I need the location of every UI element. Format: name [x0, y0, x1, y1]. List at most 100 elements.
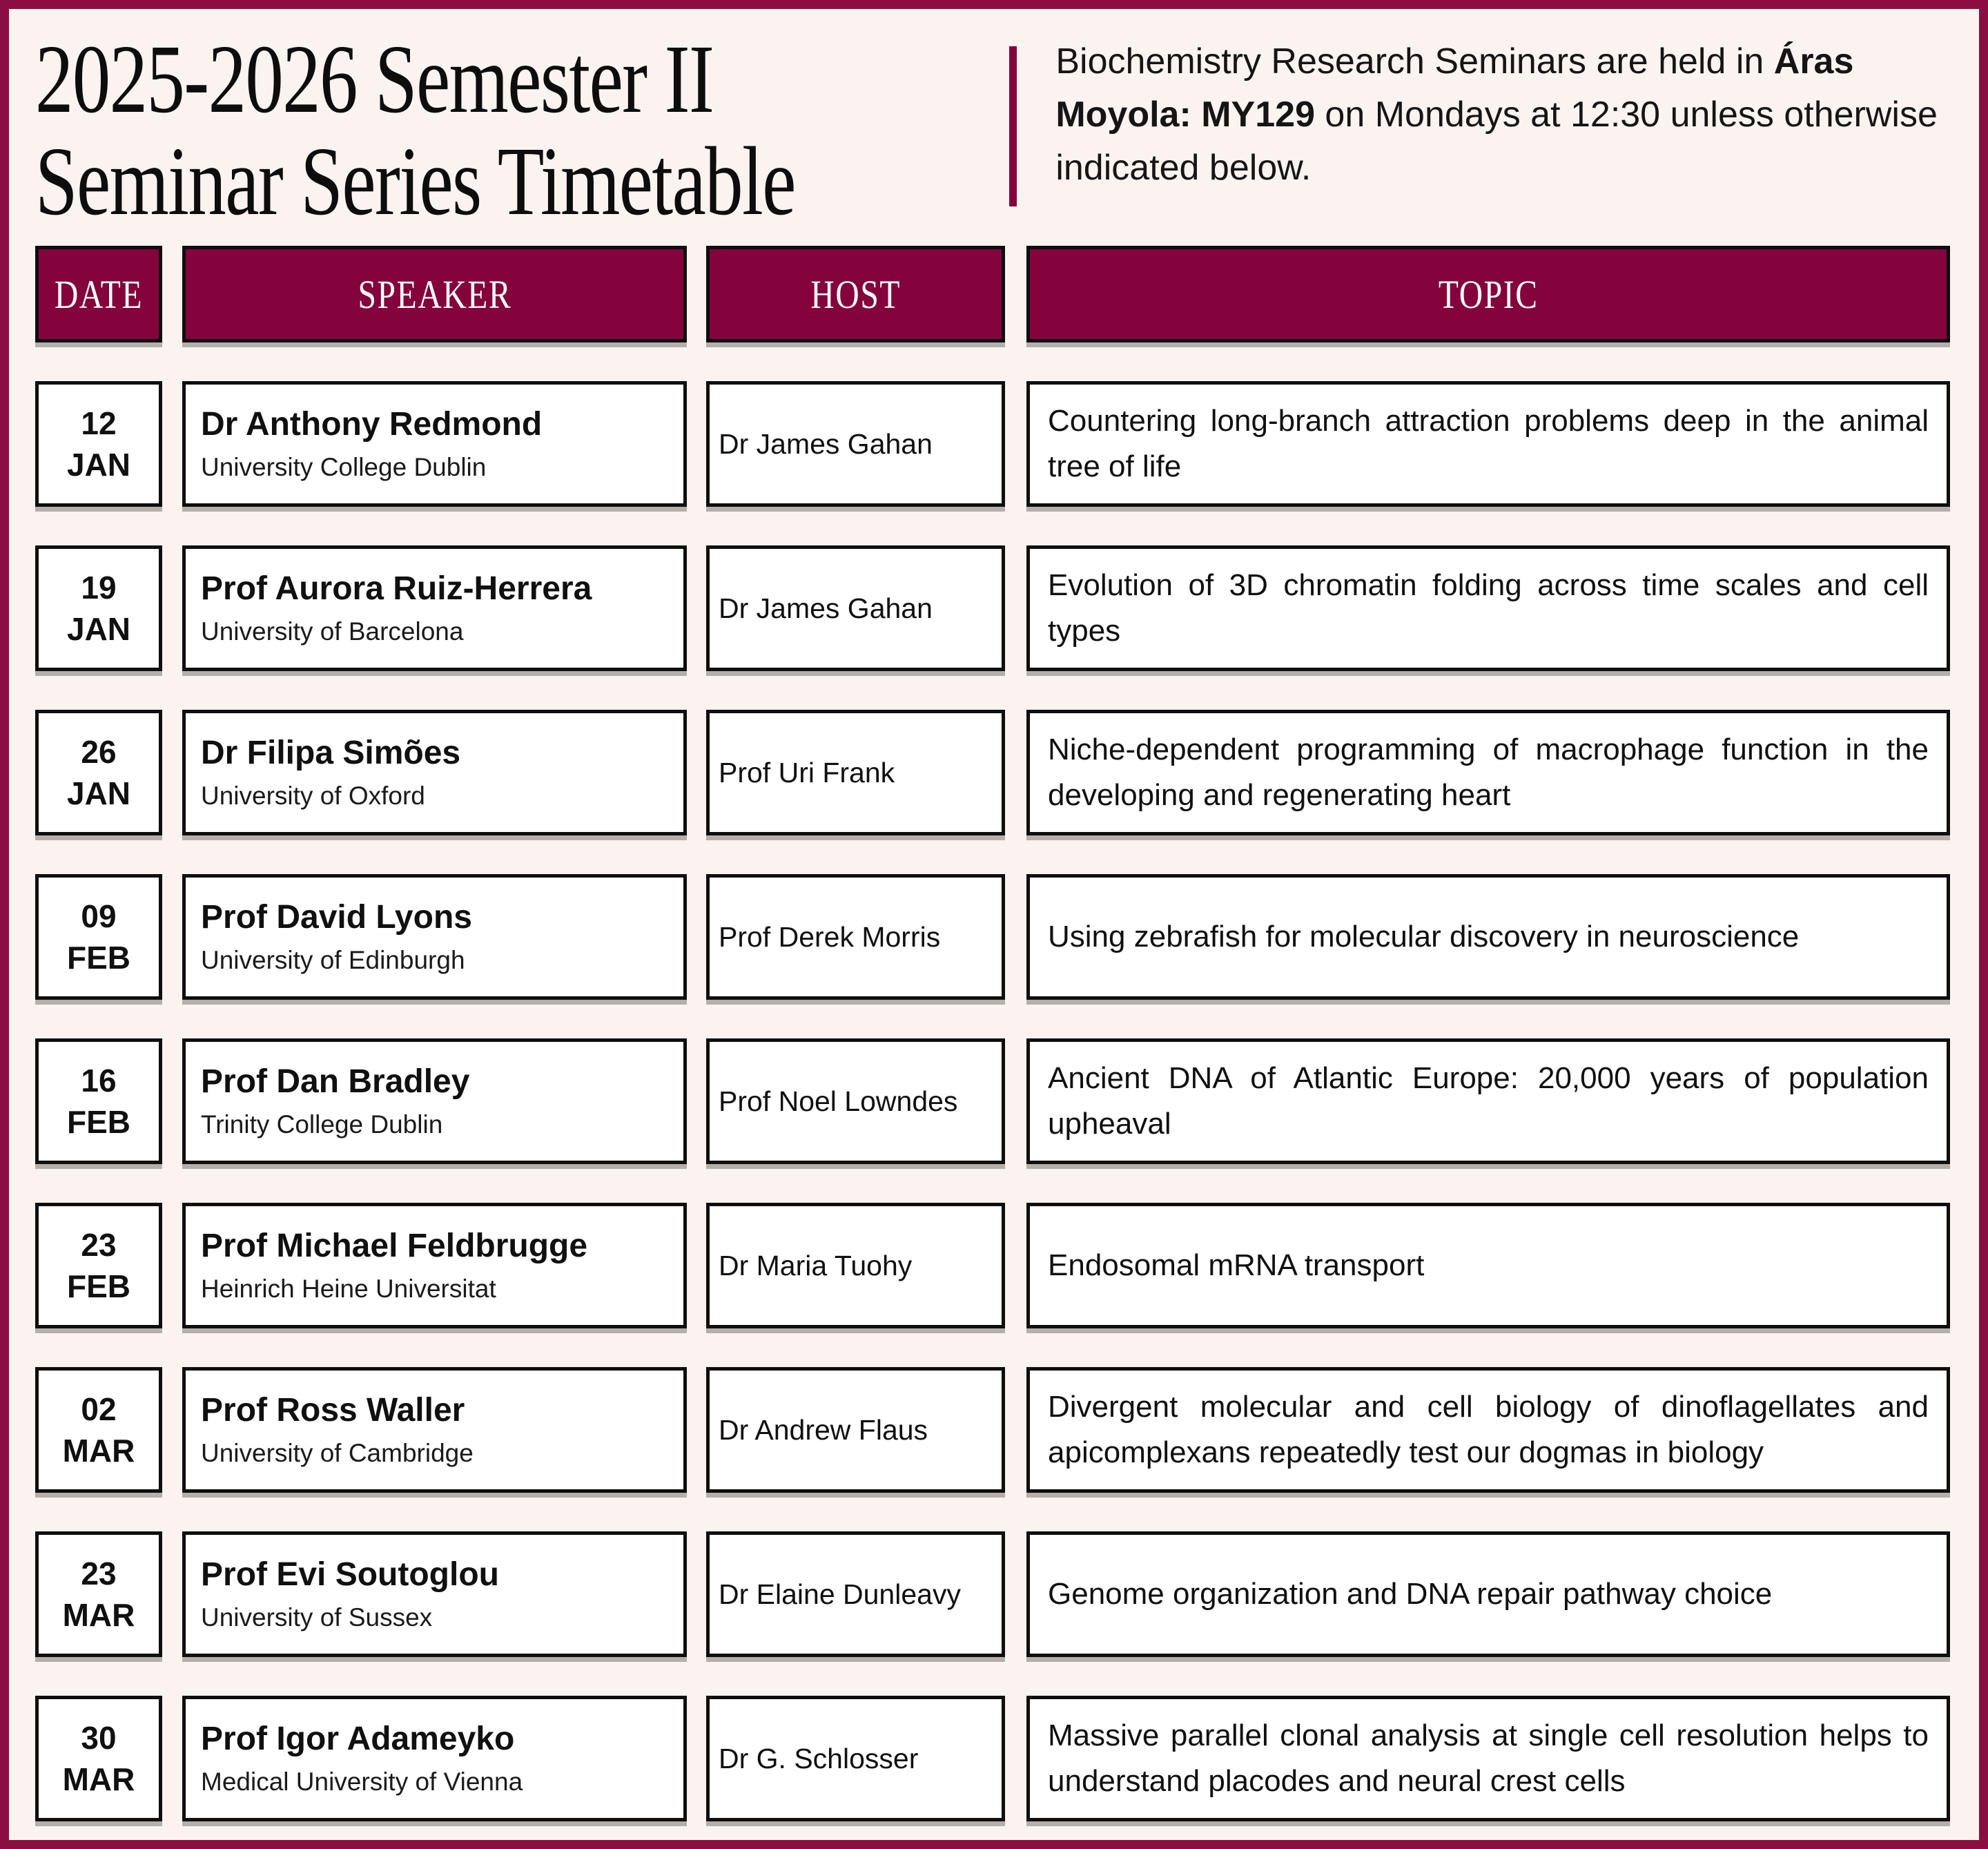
speaker-name: Prof Michael Feldbrugge: [201, 1228, 588, 1265]
date-cell: 19 JAN: [35, 545, 162, 672]
date-day: 30: [81, 1719, 117, 1756]
intro-line-3: unless otherwise indicated below.: [1055, 95, 1938, 188]
speaker-cell: Dr Filipa Simões University of Oxford: [182, 710, 687, 836]
speaker-name: Prof Igor Adameyko: [201, 1721, 515, 1758]
host-cell: Dr G. Schlosser: [706, 1696, 1005, 1822]
host-name: Dr G. Schlosser: [719, 1742, 919, 1774]
speaker-cell: Prof Michael Feldbrugge Heinrich Heine U…: [182, 1203, 687, 1329]
table-row: 23 MAR Prof Evi Soutoglou University of …: [35, 1531, 1950, 1658]
column-header-date-label: DATE: [54, 271, 144, 317]
speaker-name: Dr Anthony Redmond: [201, 406, 543, 443]
topic-cell: Divergent molecular and cell biology of …: [1026, 1367, 1950, 1493]
table-row: 19 JAN Prof Aurora Ruiz-Herrera Universi…: [35, 545, 1950, 672]
host-name: Dr Andrew Flaus: [719, 1413, 928, 1446]
date-cell: 16 FEB: [35, 1038, 162, 1165]
speaker-affiliation: Medical University of Vienna: [201, 1768, 523, 1797]
topic-cell: Genome organization and DNA repair pathw…: [1026, 1531, 1950, 1658]
column-header-speaker: SPEAKER: [182, 246, 687, 343]
column-header-host: HOST: [706, 246, 1005, 343]
date-day: 12: [81, 405, 117, 441]
column-header-host-label: HOST: [810, 271, 901, 317]
topic-text: Endosomal mRNA transport: [1048, 1248, 1425, 1283]
host-name: Dr James Gahan: [719, 592, 933, 624]
date-day: 09: [81, 898, 117, 934]
date-day: 19: [81, 569, 117, 606]
table-row: 30 MAR Prof Igor Adameyko Medical Univer…: [35, 1696, 1950, 1822]
speaker-name: Prof David Lyons: [201, 899, 472, 936]
host-cell: Prof Derek Morris: [706, 874, 1005, 1000]
host-cell: Dr James Gahan: [706, 545, 1005, 672]
speaker-cell: Prof Ross Waller University of Cambridge: [182, 1367, 687, 1493]
column-header-topic-label: TOPIC: [1438, 271, 1539, 317]
topic-text: Divergent molecular and cell biology of …: [1048, 1390, 1929, 1470]
host-cell: Dr Andrew Flaus: [706, 1367, 1005, 1493]
host-name: Dr Elaine Dunleavy: [719, 1578, 961, 1610]
date-month: MAR: [62, 1433, 135, 1469]
date-day: 02: [81, 1391, 117, 1427]
speaker-affiliation: Trinity College Dublin: [201, 1110, 443, 1139]
table-row: 12 JAN Dr Anthony Redmond University Col…: [35, 381, 1950, 507]
speaker-cell: Prof Dan Bradley Trinity College Dublin: [182, 1038, 687, 1165]
date-cell: 30 MAR: [35, 1696, 162, 1822]
intro-line-1: Biochemistry Research Seminars are held …: [1055, 41, 1764, 81]
intro-line-2: Áras Moyola: MY129 on Mondays at 12:30: [1055, 41, 1853, 135]
speaker-affiliation: University of Edinburgh: [201, 946, 465, 975]
table-row: 26 JAN Dr Filipa Simões University of Ox…: [35, 710, 1950, 836]
host-cell: Prof Uri Frank: [706, 710, 1005, 836]
topic-cell: Countering long-branch attraction proble…: [1026, 381, 1950, 507]
speaker-affiliation: University of Barcelona: [201, 617, 464, 646]
date-cell: 23 MAR: [35, 1531, 162, 1658]
topic-text: Genome organization and DNA repair pathw…: [1048, 1577, 1773, 1611]
topic-cell: Endosomal mRNA transport: [1026, 1203, 1950, 1329]
masthead: 2025-2026 Semester II Seminar Series Time…: [35, 28, 1950, 232]
date-month: JAN: [66, 447, 131, 483]
topic-cell: Massive parallel clonal analysis at sing…: [1026, 1696, 1950, 1822]
intro-line-2-rest: on Mondays at 12:30: [1314, 95, 1661, 135]
host-name: Dr Maria Tuohy: [719, 1249, 913, 1281]
topic-text: Evolution of 3D chromatin folding across…: [1048, 568, 1929, 648]
page-content: 2025-2026 Semester II Seminar Series Time…: [9, 9, 1979, 1822]
host-name: Prof Derek Morris: [719, 920, 941, 953]
speaker-cell: Dr Anthony Redmond University College Du…: [182, 381, 687, 507]
speaker-name: Prof Ross Waller: [201, 1392, 465, 1429]
speaker-affiliation: University of Cambridge: [201, 1439, 474, 1468]
speaker-cell: Prof Igor Adameyko Medical University of…: [182, 1696, 687, 1822]
topic-cell: Niche-dependent programming of macrophag…: [1026, 710, 1950, 836]
host-cell: Prof Noel Lowndes: [706, 1038, 1005, 1165]
speaker-name: Prof Aurora Ruiz-Herrera: [201, 570, 592, 608]
date-month: JAN: [66, 611, 131, 648]
host-name: Dr James Gahan: [719, 427, 933, 460]
speaker-name: Prof Dan Bradley: [201, 1063, 470, 1101]
host-cell: Dr James Gahan: [706, 381, 1005, 507]
date-day: 26: [81, 733, 117, 770]
topic-cell: Using zebrafish for molecular discovery …: [1026, 874, 1950, 1000]
intro-text: Biochemistry Research Seminars are held …: [1017, 28, 1950, 195]
speaker-affiliation: University of Sussex: [201, 1603, 433, 1632]
page-title: 2025-2026 Semester II Seminar Series Time…: [35, 28, 796, 235]
speaker-cell: Prof Aurora Ruiz-Herrera University of B…: [182, 545, 687, 672]
topic-cell: Evolution of 3D chromatin folding across…: [1026, 545, 1950, 672]
topic-text: Niche-dependent programming of macrophag…: [1048, 733, 1929, 813]
host-name: Prof Uri Frank: [719, 756, 895, 788]
table-row: 09 FEB Prof David Lyons University of Ed…: [35, 874, 1950, 1000]
date-cell: 23 FEB: [35, 1203, 162, 1329]
column-header-speaker-label: SPEAKER: [358, 271, 511, 317]
date-day: 23: [81, 1555, 117, 1591]
date-day: 16: [81, 1062, 117, 1098]
table-row: 23 FEB Prof Michael Feldbrugge Heinrich …: [35, 1203, 1950, 1329]
speaker-affiliation: University of Oxford: [201, 782, 425, 811]
date-month: FEB: [67, 1104, 130, 1141]
title-divider: [1009, 46, 1017, 206]
date-day: 23: [81, 1226, 117, 1263]
host-cell: Dr Elaine Dunleavy: [706, 1531, 1005, 1658]
speaker-affiliation: Heinrich Heine Universitat: [201, 1275, 496, 1304]
table-body: 12 JAN Dr Anthony Redmond University Col…: [35, 381, 1950, 1822]
column-header-date: DATE: [35, 246, 162, 343]
speaker-cell: Prof David Lyons University of Edinburgh: [182, 874, 687, 1000]
speaker-affiliation: University College Dublin: [201, 453, 487, 482]
table-row: 02 MAR Prof Ross Waller University of Ca…: [35, 1367, 1950, 1493]
page-title-line2: Seminar Series Timetable: [35, 126, 796, 235]
topic-text: Ancient DNA of Atlantic Europe: 20,000 y…: [1048, 1061, 1929, 1141]
table-row: 16 FEB Prof Dan Bradley Trinity College …: [35, 1038, 1950, 1165]
